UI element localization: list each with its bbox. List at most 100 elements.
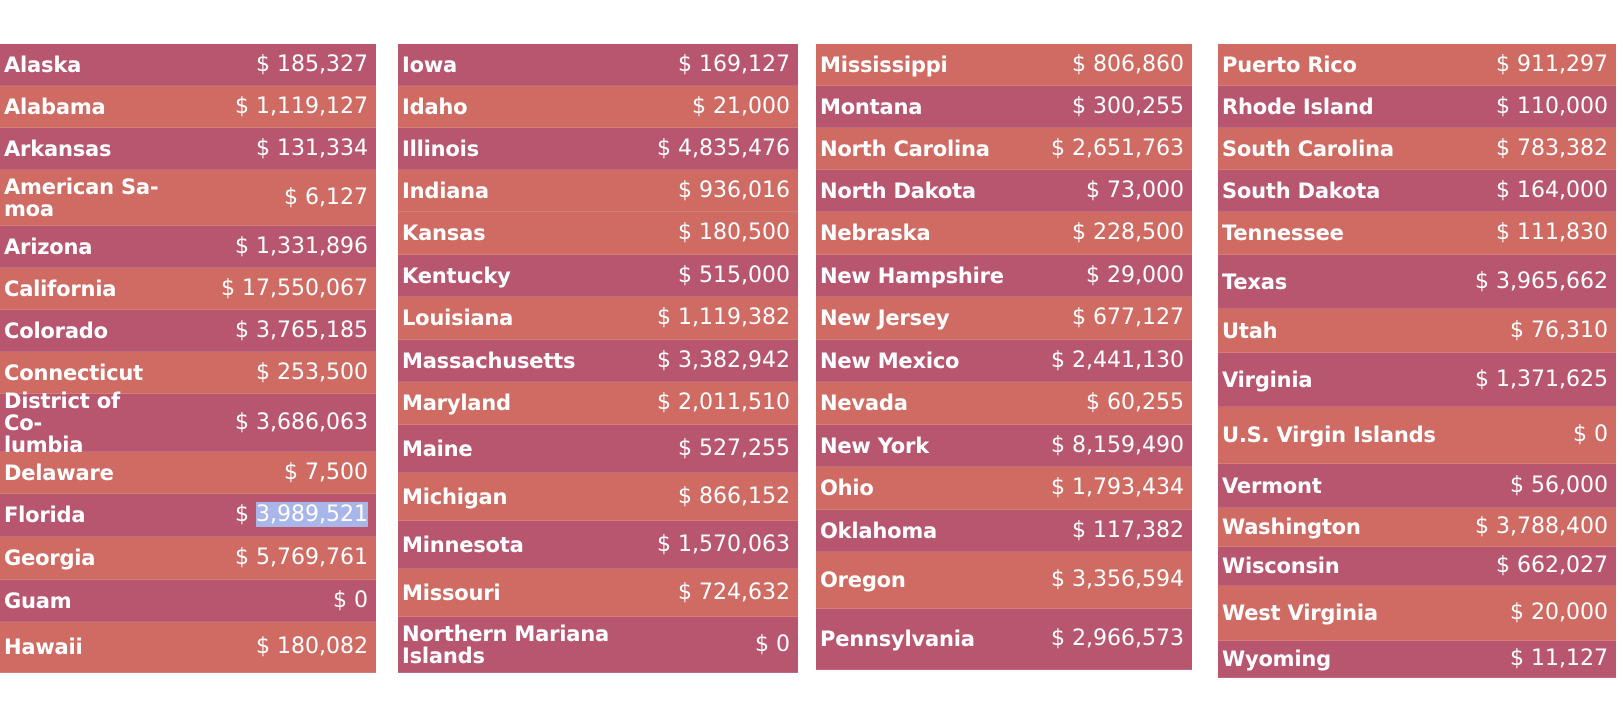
funding-amount[interactable]: $ 110,000 [1496,93,1608,119]
state-name: Idaho [402,94,468,119]
state-name: Puerto Rico [1222,52,1357,77]
table-row: Guam $ 0 [0,580,376,622]
funding-amount[interactable]: $ 1,371,625 [1475,366,1608,392]
table-row: Kentucky $ 515,000 [398,255,798,297]
funding-amount[interactable]: $ 662,027 [1496,553,1608,578]
table-row: Utah $ 76,310 [1218,309,1616,353]
funding-amount[interactable]: $ 527,255 [678,435,790,461]
table-row: Virginia $ 1,371,625 [1218,353,1616,407]
table-row: Wyoming $ 11,127 [1218,641,1616,678]
funding-amount[interactable]: $ 228,500 [1072,220,1184,245]
funding-amount[interactable]: $ 1,331,896 [235,233,368,259]
funding-amount[interactable]: $ 111,830 [1496,220,1608,245]
state-name: New Mexico [820,348,960,373]
funding-amount[interactable]: $ 5,769,761 [235,545,368,570]
funding-amount[interactable]: $ 180,082 [256,634,368,659]
funding-amount[interactable]: $ 4,835,476 [657,135,790,161]
funding-amount[interactable]: $ 1,119,127 [235,93,368,119]
funding-amount[interactable]: $ 2,011,510 [657,390,790,415]
funding-amount[interactable]: $ 3,788,400 [1475,514,1608,539]
funding-amount[interactable]: $ 180,500 [678,220,790,245]
table-row: Maryland $ 2,011,510 [398,382,798,425]
funding-amount[interactable]: $ 0 [333,587,368,613]
funding-amount[interactable]: $ 11,127 [1510,646,1608,671]
table-row: Northern Mariana Islands $ 0 [398,617,798,673]
table-row: Alaska $ 185,327 [0,44,376,86]
state-name: Michigan [402,484,508,509]
state-name: American Sa- moa [4,174,159,221]
funding-amount[interactable]: $ 20,000 [1510,600,1608,625]
funding-amount[interactable]: $ 76,310 [1510,317,1608,343]
state-name: Georgia [4,546,96,570]
table-row: Minnesota $ 1,570,063 [398,521,798,569]
funding-amount[interactable]: $ 911,297 [1496,51,1608,77]
funding-amount[interactable]: $ 515,000 [678,262,790,288]
funding-amount[interactable]: $ 3,965,662 [1475,268,1608,294]
state-name: Minnesota [402,532,524,557]
funding-amount[interactable]: $ 866,152 [678,483,790,509]
funding-amount[interactable]: $ 29,000 [1086,262,1184,288]
table-row: Arizona $ 1,331,896 [0,226,376,268]
table-row: California $ 17,550,067 [0,268,376,310]
funding-amount[interactable]: $ 806,860 [1072,51,1184,77]
funding-amount[interactable]: $ 2,966,573 [1051,626,1184,651]
table-column-2: Iowa $ 169,127 Idaho $ 21,000 Illinois $ 4,83… [398,44,798,673]
funding-amount[interactable]: $ 3,356,594 [1051,567,1184,592]
funding-amount[interactable]: $ 0 [1573,422,1608,447]
state-name: Wisconsin [1222,554,1340,578]
funding-amount[interactable]: $ 300,255 [1072,93,1184,119]
funding-amount[interactable]: $ 60,255 [1086,390,1184,415]
funding-amount[interactable]: $ 164,000 [1496,177,1608,203]
funding-amount[interactable]: $ 3,989,521 [235,502,368,527]
funding-amount[interactable]: $ 3,765,185 [235,317,368,343]
funding-amount[interactable]: $ 56,000 [1510,472,1608,498]
funding-amount[interactable]: $ 1,570,063 [657,531,790,557]
amount-prefix: $ [235,502,257,527]
funding-amount[interactable]: $ 3,686,063 [235,409,368,435]
table-row: South Dakota $ 164,000 [1218,170,1616,212]
state-name: New York [820,433,929,458]
state-name: Vermont [1222,473,1322,498]
funding-amount[interactable]: $ 2,441,130 [1051,347,1184,373]
table-column-3: Mississippi $ 806,860 Montana $ 300,255 Nort… [816,44,1192,670]
funding-amount[interactable]: $ 2,651,763 [1051,135,1184,161]
funding-amount[interactable]: $ 73,000 [1086,177,1184,203]
table-row: Texas $ 3,965,662 [1218,255,1616,309]
funding-amount[interactable]: $ 7,500 [284,459,368,485]
table-row: New Hampshire $ 29,000 [816,255,1192,297]
funding-amount[interactable]: $ 117,382 [1072,517,1184,543]
funding-amount[interactable]: $ 724,632 [678,579,790,605]
state-name: Tennessee [1222,221,1344,245]
state-name: Kansas [402,221,486,245]
table-row: Florida $ 3,989,521 [0,494,376,537]
state-name: Northern Mariana Islands [402,621,609,668]
funding-amount[interactable]: $ 3,382,942 [657,347,790,373]
table-row: North Dakota $ 73,000 [816,170,1192,212]
table-row: New Jersey $ 677,127 [816,297,1192,340]
state-name: Nevada [820,391,908,415]
selected-text[interactable]: 3,989,521 [256,502,368,527]
funding-amount[interactable]: $ 0 [755,631,790,657]
funding-amount[interactable]: $ 936,016 [678,177,790,203]
table-row: Colorado $ 3,765,185 [0,310,376,352]
state-name: Oregon [820,568,906,592]
funding-amount[interactable]: $ 169,127 [678,51,790,77]
state-name: Delaware [4,460,114,485]
funding-amount[interactable]: $ 677,127 [1072,305,1184,330]
state-name: South Dakota [1222,178,1381,203]
funding-amount[interactable]: $ 6,127 [284,184,368,210]
funding-amount[interactable]: $ 17,550,067 [221,275,368,301]
funding-amount[interactable]: $ 131,334 [256,135,368,161]
funding-amount[interactable]: $ 783,382 [1496,135,1608,161]
state-name: Louisiana [402,306,514,330]
table-row: Washington $ 3,788,400 [1218,508,1616,547]
state-name: Illinois [402,136,479,161]
funding-amount[interactable]: $ 8,159,490 [1051,432,1184,458]
state-name: Colorado [4,318,108,343]
state-name: Maine [402,436,473,461]
funding-amount[interactable]: $ 21,000 [692,93,790,119]
funding-amount[interactable]: $ 1,119,382 [657,305,790,330]
funding-amount[interactable]: $ 1,793,434 [1051,475,1184,500]
funding-amount[interactable]: $ 253,500 [256,359,368,385]
funding-amount[interactable]: $ 185,327 [256,51,368,77]
